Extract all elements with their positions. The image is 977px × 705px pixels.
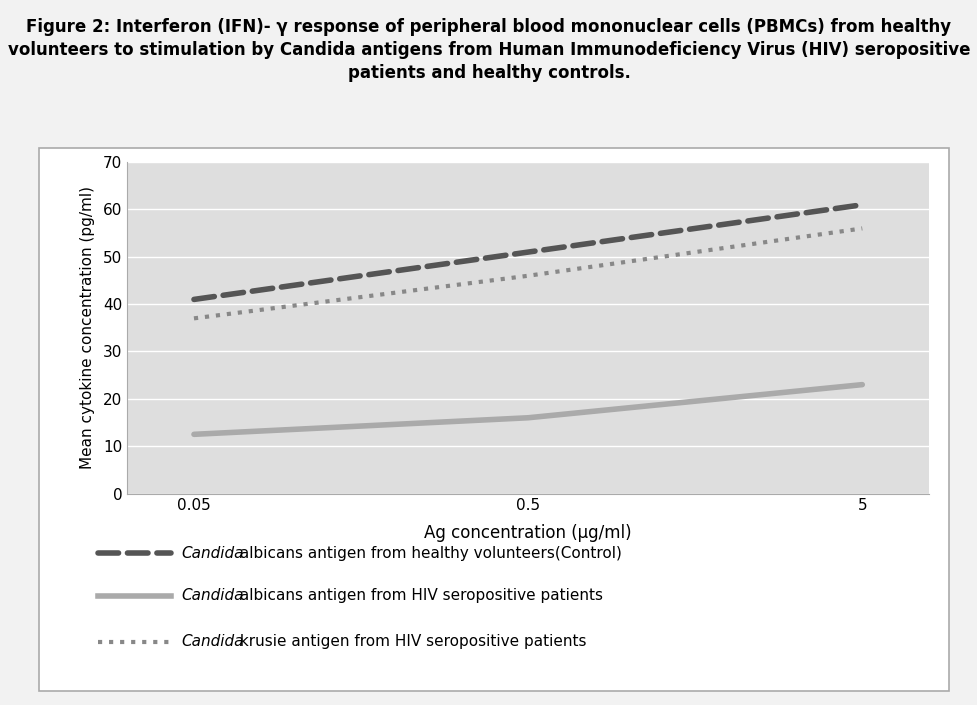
Text: Candida: Candida [181,634,243,649]
X-axis label: Ag concentration (μg/ml): Ag concentration (μg/ml) [424,525,631,542]
Text: albicans antigen from healthy volunteers(Control): albicans antigen from healthy volunteers… [234,546,621,561]
Text: Figure 2: Interferon (IFN)- γ response of peripheral blood mononuclear cells (PB: Figure 2: Interferon (IFN)- γ response o… [26,18,951,36]
Text: krusie antigen from HIV seropositive patients: krusie antigen from HIV seropositive pat… [234,634,585,649]
Text: patients and healthy controls.: patients and healthy controls. [347,64,630,82]
Text: Candida: Candida [181,588,243,603]
Text: volunteers to stimulation by Candida antigens from Human Immunodeficiency Virus : volunteers to stimulation by Candida ant… [8,41,969,59]
Text: Candida: Candida [181,546,243,561]
Text: albicans antigen from HIV seropositive patients: albicans antigen from HIV seropositive p… [234,588,602,603]
Y-axis label: Mean cytokine concentration (pg/ml): Mean cytokine concentration (pg/ml) [79,186,95,470]
